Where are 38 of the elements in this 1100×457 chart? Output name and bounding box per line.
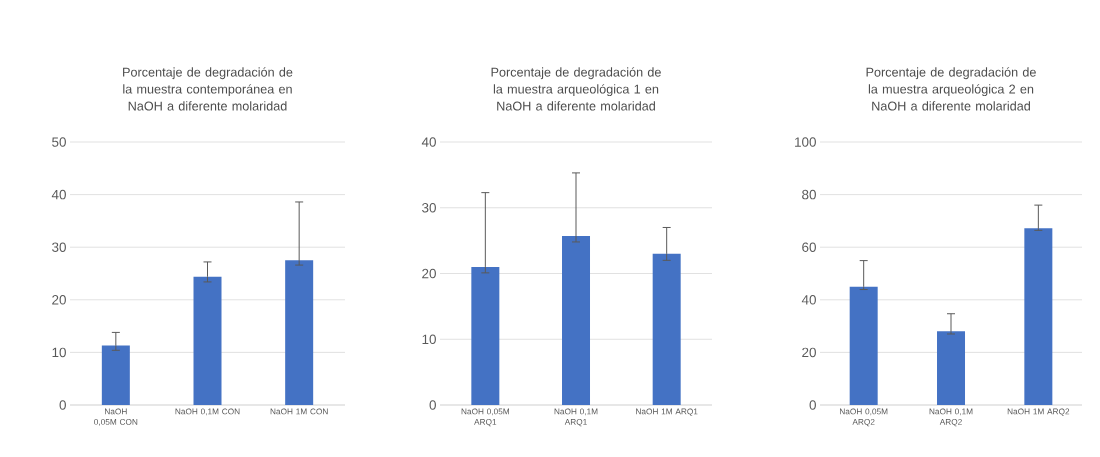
y-tick-label: 40 <box>51 189 66 200</box>
bar <box>101 345 130 405</box>
y-tick-label: 20 <box>52 295 66 305</box>
x-tick-label: NaOH 0,1M CON <box>175 408 240 416</box>
x-tick-label: NaOH 0,05M ARQ1 <box>461 408 509 427</box>
y-tick-label: 100 <box>795 137 816 147</box>
y-tick-label: 0 <box>429 400 436 410</box>
y-tick-label: 0 <box>809 400 816 410</box>
chart-title: Porcentaje de degradación de la muestra contemporánea en NaOH a diferente molaridad <box>123 67 293 111</box>
y-tick-label: 40 <box>421 137 436 147</box>
y-tick-label: 0 <box>59 400 66 410</box>
bar <box>849 286 878 405</box>
bar <box>652 253 681 405</box>
x-tick-label: NaOH 0,05M ARQ2 <box>839 408 888 427</box>
y-tick-label: 30 <box>422 202 436 213</box>
y-tick-label: 40 <box>801 295 816 305</box>
bar <box>285 260 314 405</box>
chart-title: Porcentaje de degradación de la muestra arqueológica 2 en NaOH a diferente molaridad <box>866 67 1036 111</box>
y-tick-label: 50 <box>52 137 66 147</box>
x-tick-label: NaOH 1M ARQ2 <box>1007 408 1070 416</box>
bar <box>937 331 966 405</box>
y-tick-label: 20 <box>802 347 816 358</box>
x-tick-label: NaOH 1M CON <box>270 408 328 415</box>
x-tick-label: NaOH 0,1M ARQ1 <box>554 408 598 427</box>
x-tick-label: NaOH 1M ARQ1 <box>636 408 698 416</box>
y-tick-label: 10 <box>52 347 66 358</box>
y-tick-label: 10 <box>422 334 436 345</box>
y-tick-label: 30 <box>52 242 66 252</box>
y-tick-label: 60 <box>802 242 816 252</box>
x-tick-label: NaOH 0,1M ARQ2 <box>929 408 973 427</box>
bar <box>193 276 222 405</box>
bar <box>471 266 500 405</box>
x-tick-label: NaOH 0,05M CON <box>94 408 138 426</box>
chart-title: Porcentaje de degradación de la muestra arqueológica 1 en NaOH a diferente molaridad <box>491 67 661 111</box>
bar <box>1024 228 1053 405</box>
y-tick-label: 80 <box>802 189 816 200</box>
y-tick-label: 20 <box>422 268 436 279</box>
bar <box>562 236 591 405</box>
